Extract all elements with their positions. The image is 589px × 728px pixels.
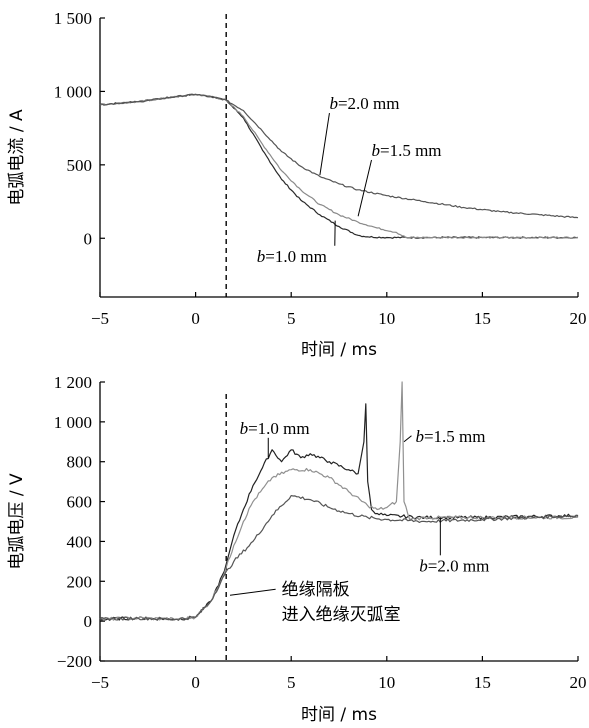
series-line-1-2 bbox=[99, 495, 579, 621]
annotation-leader-0-0 bbox=[319, 112, 330, 176]
y-tick-label-1-5: 800 bbox=[67, 453, 93, 472]
y-tick-label-0-3: 1 500 bbox=[54, 9, 92, 28]
x-tick-label-0-1: 0 bbox=[191, 309, 200, 328]
y-tick-label-1-4: 600 bbox=[67, 493, 93, 512]
x-tick-label-0-5: 20 bbox=[570, 309, 587, 328]
y-tick-label-0-1: 500 bbox=[67, 156, 93, 175]
y-tick-label-1-3: 400 bbox=[67, 532, 93, 551]
series-line-0-2 bbox=[99, 93, 579, 219]
x-tick-label-1-3: 10 bbox=[378, 673, 395, 692]
y-tick-label-0-2: 1 000 bbox=[54, 82, 92, 101]
x-tick-label-1-4: 15 bbox=[474, 673, 491, 692]
annotation-0-0: b=2.0 mm bbox=[329, 94, 399, 113]
y-axis-label-1: 电弧电压 / V bbox=[7, 473, 27, 570]
annotation-1-2: b=2.0 mm bbox=[419, 556, 489, 575]
x-axis-label-1: 时间 / ms bbox=[301, 705, 377, 725]
y-tick-label-1-2: 200 bbox=[67, 572, 93, 591]
y-tick-label-1-7: 1 200 bbox=[54, 373, 92, 392]
x-tick-label-1-5: 20 bbox=[570, 673, 587, 692]
annotation-1-3: 绝缘隔板 bbox=[282, 580, 350, 600]
annotation-leader-0-1 bbox=[357, 159, 372, 217]
annotation-1-1: b=1.5 mm bbox=[415, 427, 485, 446]
y-tick-label-0-0: 0 bbox=[84, 229, 93, 248]
annotation-0-1: b=1.5 mm bbox=[372, 141, 442, 160]
x-tick-label-1-2: 5 bbox=[287, 673, 296, 692]
y-tick-label-1-1: 0 bbox=[84, 612, 93, 631]
y-tick-label-1-0: −200 bbox=[57, 652, 92, 671]
annotation-1-4: 进入绝缘灭弧室 bbox=[282, 605, 401, 625]
annotation-leader-1-3 bbox=[229, 588, 276, 596]
x-tick-label-0-4: 15 bbox=[474, 309, 491, 328]
series-line-0-0 bbox=[99, 93, 579, 239]
x-tick-label-1-1: 0 bbox=[191, 673, 200, 692]
annotation-leader-1-1 bbox=[403, 435, 412, 443]
y-tick-label-1-6: 1 000 bbox=[54, 413, 92, 432]
series-line-0-1 bbox=[99, 93, 579, 239]
x-tick-label-1-0: −5 bbox=[91, 673, 109, 692]
x-tick-label-0-0: −5 bbox=[91, 309, 109, 328]
y-axis-label-0: 电弧电流 / A bbox=[7, 109, 27, 206]
annotation-1-0: b=1.0 mm bbox=[240, 419, 310, 438]
x-tick-label-0-3: 10 bbox=[378, 309, 395, 328]
x-axis-label-0: 时间 / ms bbox=[301, 340, 377, 360]
annotation-0-2: b=1.0 mm bbox=[257, 247, 327, 266]
x-tick-label-0-2: 5 bbox=[287, 309, 296, 328]
